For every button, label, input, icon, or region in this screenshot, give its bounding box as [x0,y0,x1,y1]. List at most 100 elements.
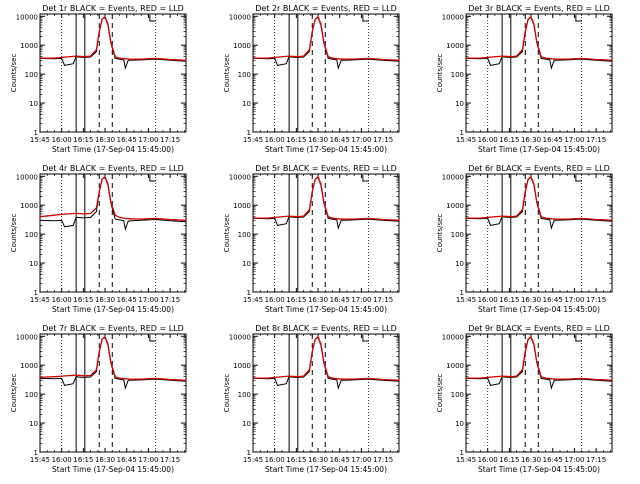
interval-bracket [149,175,156,182]
y-tick-label: 1 [247,289,251,297]
y-tick-label: 1 [34,449,38,457]
plot-title: Det 6r BLACK = Events, RED = LLD [468,164,610,173]
x-axis-label: Start Time (17-Sep-04 15:45:00) [52,145,174,154]
x-tick-label: 16:15 [286,296,306,304]
series-line-events [465,336,613,391]
y-axis-label: Counts/sec [436,374,444,413]
plot-frame [252,173,400,293]
plot-title: Det 4r BLACK = Events, RED = LLD [42,164,184,173]
y-tick-label: 1 [34,289,38,297]
interval-bracket [575,175,582,182]
x-tick-label: 15:45 [243,456,263,464]
x-tick-label: 16:30 [521,296,541,304]
x-tick-label: 17:15 [160,136,180,144]
x-tick-label: 16:00 [52,296,72,304]
interval-bracket [149,335,156,342]
interval-bracket [362,175,369,182]
x-axis-label: Start Time (17-Sep-04 15:45:00) [478,465,600,474]
y-tick-label: 10 [242,100,251,108]
x-tick-label: 16:45 [543,136,563,144]
plot-title: Det 7r BLACK = Events, RED = LLD [42,324,184,333]
y-tick-label: 10000 [16,333,38,341]
series-line-lld [466,175,613,221]
x-tick-label: 16:15 [73,136,93,144]
y-tick-label: 10 [455,100,464,108]
y-tick-label: 10 [242,420,251,428]
x-tick-label: 16:45 [543,456,563,464]
series-line-lld [39,335,187,381]
x-tick-label: 15:45 [456,456,476,464]
x-tick-label: 16:00 [265,296,285,304]
interval-bracket [575,15,582,22]
x-tick-label: 15:45 [30,456,50,464]
plot-detector-1: Det 1r BLACK = Events, RED = LLD 1 10 100 10… [10,4,187,154]
y-tick-label: 1 [247,449,251,457]
plot-frame [39,13,187,133]
x-axis-label: Start Time (17-Sep-04 15:45:00) [478,145,600,154]
plot-detector-9: Det 9r BLACK = Events, RED = LLD 1 10 100 10… [436,324,613,474]
x-tick-label: 16:45 [117,456,137,464]
x-tick-label: 16:30 [95,136,115,144]
x-tick-label: 16:45 [330,296,350,304]
series-line-events [39,16,187,71]
y-axis-label: Counts/sec [223,54,231,93]
plot-frame [252,13,400,133]
series-line-lld [466,335,613,381]
x-tick-label: 15:45 [456,136,476,144]
x-tick-label: 17:00 [138,456,158,464]
x-tick-label: 17:15 [586,296,606,304]
x-tick-label: 16:30 [308,296,328,304]
y-tick-label: 100 [238,391,251,399]
x-axis-label: Start Time (17-Sep-04 15:45:00) [265,145,387,154]
y-tick-label: 100 [451,71,464,79]
x-tick-label: 17:00 [564,296,584,304]
x-tick-label: 16:30 [308,456,328,464]
y-tick-label: 10000 [442,13,464,21]
series-line-events [39,176,187,231]
x-axis-label: Start Time (17-Sep-04 15:45:00) [52,305,174,314]
interval-bracket [362,335,369,342]
x-tick-label: 16:00 [478,456,498,464]
y-tick-label: 10000 [442,333,464,341]
x-tick-label: 15:45 [243,296,263,304]
x-tick-label: 17:15 [586,136,606,144]
y-tick-label: 10000 [229,173,251,181]
y-axis-label: Counts/sec [10,374,18,413]
y-axis-label: Counts/sec [223,374,231,413]
x-axis-label: Start Time (17-Sep-04 15:45:00) [52,465,174,474]
y-axis-label: Counts/sec [436,214,444,253]
plot-detector-4: Det 4r BLACK = Events, RED = LLD 1 10 100 10… [10,164,187,314]
plot-title: Det 1r BLACK = Events, RED = LLD [42,4,184,13]
x-tick-label: 17:15 [160,296,180,304]
y-tick-label: 1 [460,449,464,457]
plot-frame [39,173,187,293]
x-tick-label: 17:00 [564,136,584,144]
plot-title: Det 9r BLACK = Events, RED = LLD [468,324,610,333]
x-tick-label: 16:00 [478,136,498,144]
x-tick-label: 15:45 [30,296,50,304]
x-tick-label: 16:15 [286,456,306,464]
interval-bracket [149,15,156,22]
y-tick-label: 10 [455,420,464,428]
plot-detector-2: Det 2r BLACK = Events, RED = LLD 1 10 100 10… [223,4,400,154]
x-tick-label: 16:15 [73,296,93,304]
y-tick-label: 10 [29,260,38,268]
y-tick-label: 1000 [446,362,464,370]
plot-frame [252,333,400,453]
x-axis-label: Start Time (17-Sep-04 15:45:00) [265,465,387,474]
plot-frame [39,333,187,453]
y-axis-label: Counts/sec [223,214,231,253]
x-tick-label: 15:45 [243,136,263,144]
series-line-lld [253,335,400,381]
x-tick-label: 16:15 [499,136,519,144]
y-tick-label: 1 [460,129,464,137]
y-tick-label: 1000 [446,202,464,210]
interval-bracket [362,15,369,22]
y-tick-label: 1000 [20,202,38,210]
x-tick-label: 17:00 [351,136,371,144]
y-tick-label: 1 [247,129,251,137]
y-tick-label: 1 [34,129,38,137]
x-tick-label: 17:15 [373,456,393,464]
